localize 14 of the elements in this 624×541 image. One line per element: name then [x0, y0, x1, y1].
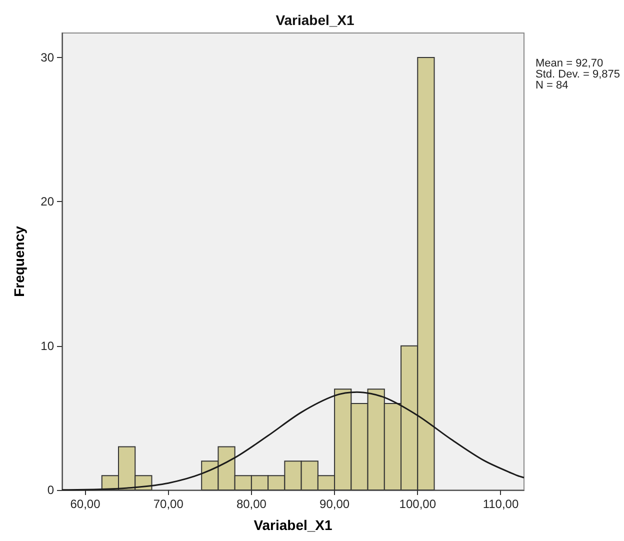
- y-tick-label: 0: [47, 483, 54, 497]
- x-tick-label: 60,00: [70, 497, 101, 511]
- x-tick-label: 110,00: [482, 497, 519, 511]
- x-tick-label: 80,00: [236, 497, 267, 511]
- x-axis-title: Variabel_X1: [254, 517, 333, 533]
- y-tick-label: 10: [40, 338, 54, 353]
- x-tick-label: 100,00: [399, 497, 436, 511]
- y-axis-title: Frequency: [11, 226, 27, 297]
- x-tick-label: 70,00: [153, 497, 184, 511]
- text: Mean = 92,70 Std. Dev. = 9,875 N = 84: [536, 58, 620, 92]
- y-tick-label: 30: [40, 50, 54, 65]
- chart-title: Variabel_X1: [276, 12, 355, 28]
- y-tick-label: 20: [40, 194, 54, 209]
- x-tick-label: 90,00: [320, 497, 350, 511]
